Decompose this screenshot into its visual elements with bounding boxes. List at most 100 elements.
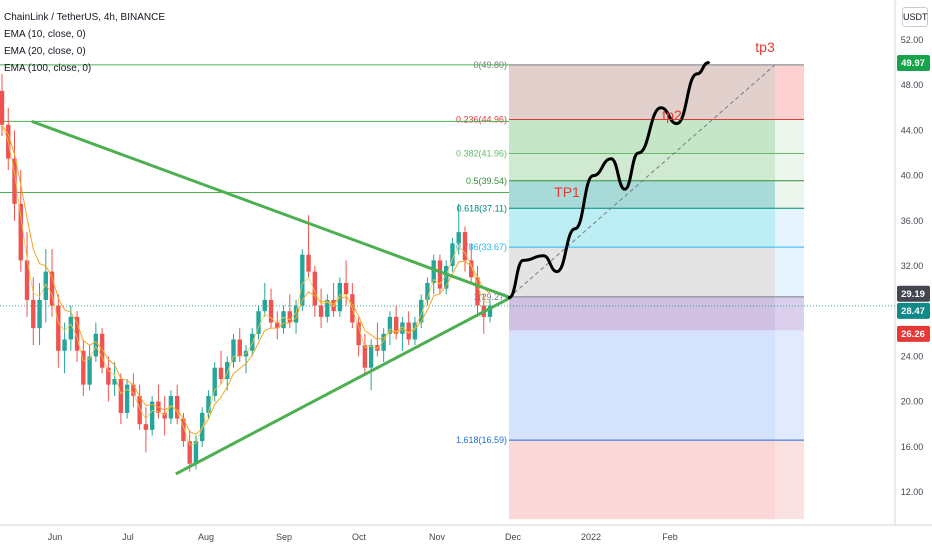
candle-body bbox=[174, 395, 180, 419]
candle-body bbox=[487, 305, 493, 317]
candle-body bbox=[149, 401, 155, 430]
candle-body bbox=[268, 299, 274, 323]
candle-body bbox=[18, 203, 23, 261]
candle-body bbox=[387, 316, 393, 334]
candle-body bbox=[437, 260, 443, 289]
fib-label: 1(29.27) bbox=[473, 292, 507, 302]
candle-body bbox=[12, 158, 17, 204]
y-tick-label: 12.00 bbox=[901, 487, 924, 497]
ema-20-line bbox=[1, 124, 491, 435]
symbol-title[interactable]: ChainLink / TetherUS, 4h, BINANCE bbox=[4, 12, 166, 23]
target-annotation: tp3 bbox=[755, 39, 775, 55]
fib-label: 0.382(41.96) bbox=[456, 148, 507, 158]
candle-body bbox=[93, 333, 99, 357]
fib-zone-ext bbox=[775, 119, 804, 209]
candle-body bbox=[24, 260, 30, 300]
candle-body bbox=[62, 339, 67, 351]
fib-zone bbox=[509, 440, 775, 520]
candle-body bbox=[74, 316, 80, 351]
price-label: 49.97 bbox=[901, 58, 925, 69]
candle-body bbox=[99, 333, 105, 368]
price-label-box bbox=[897, 325, 930, 342]
fib-label: 1.618(16.59) bbox=[456, 435, 507, 445]
candle-body bbox=[287, 311, 292, 323]
candle-body bbox=[293, 305, 299, 323]
y-tick-label: 16.00 bbox=[901, 442, 924, 452]
candle-body bbox=[331, 299, 336, 312]
target-annotation: TP1 bbox=[554, 184, 580, 200]
fib-zone-ext bbox=[775, 64, 804, 120]
candle-body bbox=[325, 299, 330, 317]
price-label: 26.26 bbox=[901, 329, 925, 340]
ema-10-line bbox=[1, 124, 491, 446]
currency-button[interactable]: USDT bbox=[902, 7, 928, 27]
candle-body bbox=[475, 277, 480, 306]
y-tick-label: 52.00 bbox=[901, 35, 924, 45]
candle-body bbox=[0, 90, 5, 125]
candle-body bbox=[337, 282, 343, 312]
candle-body bbox=[206, 395, 211, 413]
y-tick-label: 36.00 bbox=[901, 216, 924, 226]
candle-body bbox=[418, 299, 424, 323]
candle-body bbox=[237, 339, 242, 357]
candle-body bbox=[187, 441, 192, 464]
x-tick-label: Jul bbox=[122, 532, 134, 542]
candle-body bbox=[275, 322, 280, 329]
candle-body bbox=[381, 333, 386, 351]
candle-body bbox=[262, 299, 267, 312]
candle-body bbox=[300, 254, 305, 306]
y-tick-label: 32.00 bbox=[901, 261, 924, 271]
indicator-ema100[interactable]: EMA (100, close, 0) bbox=[4, 63, 92, 74]
candle-body bbox=[137, 395, 142, 425]
indicator-ema10[interactable]: EMA (10, close, 0) bbox=[4, 29, 86, 40]
candle-body bbox=[343, 282, 349, 295]
fib-label: 0.5(39.54) bbox=[466, 176, 507, 186]
candle-body bbox=[456, 232, 461, 244]
y-tick-label: 44.00 bbox=[901, 125, 924, 135]
candle-body bbox=[131, 384, 136, 396]
candle-body bbox=[425, 282, 430, 300]
price-label-box bbox=[897, 285, 930, 302]
candle-body bbox=[43, 271, 48, 300]
candle-body bbox=[87, 356, 92, 385]
candle-body bbox=[318, 305, 324, 317]
fib-zone bbox=[509, 153, 775, 181]
fib-zone bbox=[509, 119, 775, 154]
candle-body bbox=[306, 254, 311, 272]
candle-body bbox=[281, 311, 286, 329]
x-tick-label: 2022 bbox=[581, 532, 601, 542]
fib-zone bbox=[509, 247, 775, 297]
price-label-box bbox=[897, 302, 930, 319]
candle-body bbox=[193, 441, 199, 464]
x-tick-label: Jun bbox=[48, 532, 63, 542]
x-tick-label: Aug bbox=[198, 532, 214, 542]
candle-body bbox=[400, 322, 405, 334]
fib-zone-ext bbox=[775, 208, 804, 297]
candle-body bbox=[450, 243, 455, 266]
candle-body bbox=[412, 322, 418, 340]
fib-zone bbox=[509, 296, 775, 331]
candle-body bbox=[368, 345, 374, 368]
price-label-box bbox=[897, 54, 930, 71]
candle-body bbox=[37, 299, 42, 329]
fib-zone-ext bbox=[775, 296, 804, 331]
triangle-lower-line bbox=[175, 296, 512, 476]
fib-zone-ext bbox=[775, 330, 804, 441]
x-tick-label: Sep bbox=[276, 532, 292, 542]
candle-body bbox=[393, 316, 399, 334]
y-tick-label: 40.00 bbox=[901, 171, 924, 181]
fib-zone bbox=[509, 180, 775, 209]
candle-body bbox=[362, 345, 368, 368]
candle-body bbox=[231, 339, 236, 363]
candles-group bbox=[0, 73, 493, 472]
candle-body bbox=[124, 384, 130, 413]
candle-body bbox=[469, 260, 474, 278]
candle-body bbox=[168, 395, 174, 419]
candle-body bbox=[212, 367, 217, 396]
candle-body bbox=[406, 322, 411, 340]
indicator-ema20[interactable]: EMA (20, close, 0) bbox=[4, 46, 86, 57]
candle-body bbox=[356, 322, 361, 346]
price-label: 29.19 bbox=[901, 289, 925, 300]
